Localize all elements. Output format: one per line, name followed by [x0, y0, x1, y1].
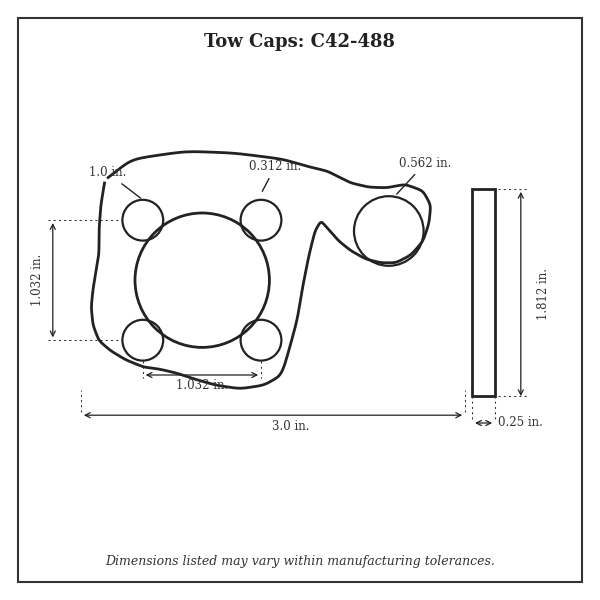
Text: Tow Caps: C42-488: Tow Caps: C42-488: [205, 33, 395, 51]
Text: 1.0 in.: 1.0 in.: [89, 166, 140, 198]
Text: 0.25 in.: 0.25 in.: [498, 416, 542, 430]
Text: 0.562 in.: 0.562 in.: [397, 157, 451, 194]
Text: 0.312 in.: 0.312 in.: [249, 160, 301, 191]
Bar: [472, 189, 495, 396]
Text: 3.0 in.: 3.0 in.: [272, 419, 310, 433]
Text: 1.032 in.: 1.032 in.: [176, 379, 228, 392]
Text: 1.032 in.: 1.032 in.: [31, 254, 44, 307]
Text: 1.812 in.: 1.812 in.: [537, 268, 550, 320]
Text: Dimensions listed may vary within manufacturing tolerances.: Dimensions listed may vary within manufa…: [105, 554, 495, 568]
